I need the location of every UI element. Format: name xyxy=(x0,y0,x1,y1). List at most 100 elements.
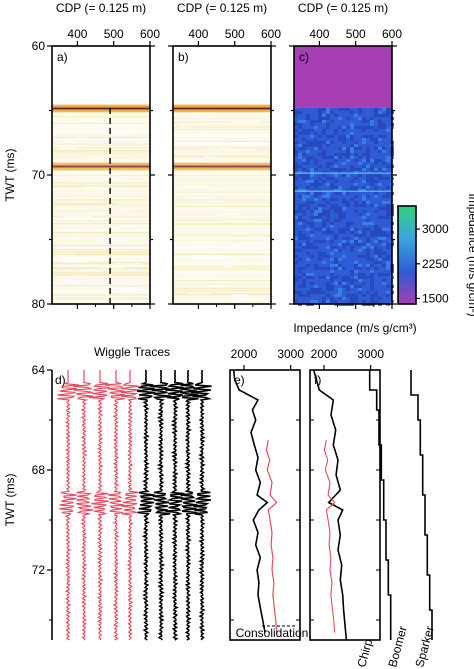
impedance-cell xyxy=(318,206,322,210)
strong-reflector xyxy=(173,162,271,164)
amplitude-gap xyxy=(83,126,100,128)
amplitude-gap xyxy=(71,192,89,194)
impedance-cell xyxy=(374,224,378,228)
impedance-cell xyxy=(366,152,370,156)
impedance-cell xyxy=(298,233,302,237)
impedance-cell xyxy=(346,191,350,195)
impedance-cell xyxy=(302,278,306,282)
impedance-cell xyxy=(326,218,330,222)
impedance-cell xyxy=(374,179,378,183)
reflector-band xyxy=(173,244,271,246)
reflector-band xyxy=(52,199,150,201)
impedance-cell xyxy=(346,200,350,204)
impedance-cell xyxy=(302,242,306,246)
impedance-cell xyxy=(314,143,318,147)
impedance-cell xyxy=(358,284,362,288)
impedance-cell xyxy=(386,185,390,189)
strong-reflector xyxy=(173,106,271,108)
impedance-cell xyxy=(362,116,366,120)
impedance-cell xyxy=(302,176,306,180)
amplitude-gap xyxy=(72,237,84,239)
reflector-band xyxy=(173,290,271,292)
impedance-cell xyxy=(378,254,382,258)
impedance-cell xyxy=(382,281,386,285)
impedance-cell xyxy=(326,155,330,159)
impedance-cell xyxy=(294,176,298,180)
reflector-band xyxy=(52,122,150,124)
reflector-band xyxy=(52,177,150,179)
impedance-cell xyxy=(334,257,338,261)
impedance-cell xyxy=(374,194,378,198)
impedance-cell xyxy=(326,164,330,168)
impedance-cell xyxy=(314,299,318,303)
reflector-band xyxy=(173,198,271,200)
amplitude-gap xyxy=(231,194,257,196)
impedance-cell xyxy=(338,167,342,171)
impedance-cell xyxy=(382,176,386,180)
impedance-cell xyxy=(314,287,318,291)
impedance-cell xyxy=(306,293,310,297)
reflector-band xyxy=(173,118,271,120)
reflector-band xyxy=(52,285,150,287)
amplitude-gap xyxy=(101,286,117,288)
amplitude-gap xyxy=(86,212,113,214)
impedance-cell xyxy=(330,161,334,165)
colorbar-tick-label: 2250 xyxy=(422,257,449,271)
amplitude-gap xyxy=(78,137,86,139)
amplitude-gap xyxy=(199,113,209,115)
amplitude-gap xyxy=(57,252,77,254)
impedance-cell xyxy=(306,113,310,117)
impedance-cell xyxy=(338,212,342,216)
impedance-cell xyxy=(330,203,334,207)
impedance-cell xyxy=(338,206,342,210)
amplitude-gap xyxy=(203,156,217,158)
impedance-cell xyxy=(338,230,342,234)
impedance-cell xyxy=(370,116,374,120)
reflector-band xyxy=(173,302,271,304)
impedance-cell xyxy=(350,164,354,168)
impedance-cell xyxy=(354,158,358,162)
impedance-cell xyxy=(366,149,370,153)
impedance-cell xyxy=(386,242,390,246)
amplitude-gap xyxy=(189,200,226,202)
impedance-cell xyxy=(326,125,330,129)
cdp-tick-label: 500 xyxy=(225,27,245,41)
impedance-cell xyxy=(302,209,306,213)
amplitude-gap xyxy=(86,157,112,159)
impedance-cell xyxy=(378,110,382,114)
impedance-cell xyxy=(330,185,334,189)
impedance-cell xyxy=(330,245,334,249)
cdp-axis-title: CDP (= 0.125 m) xyxy=(298,1,388,15)
impedance-cell xyxy=(374,167,378,171)
impedance-cell xyxy=(362,299,366,303)
impedance-cell xyxy=(366,266,370,270)
reflector-band xyxy=(173,125,271,127)
impedance-cell xyxy=(370,263,374,267)
reflector-band xyxy=(52,134,150,136)
impedance-cell xyxy=(350,155,354,159)
impedance-cell xyxy=(318,218,322,222)
impedance-cell xyxy=(378,296,382,300)
impedance-cell xyxy=(314,266,318,270)
reflector-band xyxy=(52,131,150,133)
impedance-cell xyxy=(362,152,366,156)
impedance-cell xyxy=(318,227,322,231)
log-series-label: Chirp xyxy=(354,637,375,669)
impedance-cell xyxy=(354,182,358,186)
impedance-cell xyxy=(350,134,354,138)
reflector-band xyxy=(173,121,271,123)
impedance-cell xyxy=(370,164,374,168)
impedance-cell xyxy=(314,140,318,144)
impedance-cell xyxy=(314,245,318,249)
impedance-cell xyxy=(334,158,338,162)
impedance-cell xyxy=(354,278,358,282)
impedance-cell xyxy=(358,278,362,282)
impedance-cell xyxy=(306,155,310,159)
reflector-band xyxy=(52,287,150,289)
impedance-cell xyxy=(322,149,326,153)
amplitude-gap xyxy=(114,179,145,181)
impedance-cell xyxy=(306,194,310,198)
impedance-cell xyxy=(342,215,346,219)
impedance-cell xyxy=(362,134,366,138)
strong-reflector xyxy=(52,164,150,166)
